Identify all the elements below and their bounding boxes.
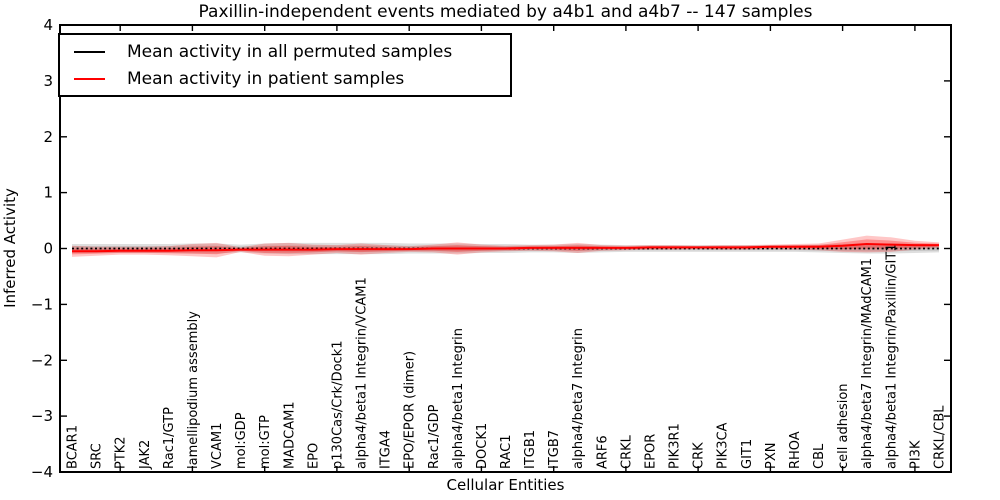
x-tick-label: Rac1/GDP (427, 404, 442, 469)
y-tick-label: 4 (43, 16, 53, 34)
patient-band-inner (72, 239, 939, 255)
x-tick-label: p130Cas/Crk/Dock1 (330, 340, 345, 469)
y-tick-label: −1 (31, 295, 53, 313)
x-tick-label: cell adhesion (836, 383, 851, 469)
x-tick-label: alpha4/beta1 Integrin/Paxillin/GIT1 (884, 243, 899, 469)
y-tick-label: −4 (31, 463, 53, 481)
legend-item-patient: Mean activity in patient samples (60, 69, 510, 89)
x-tick-label: CRKL/CBL (933, 405, 948, 469)
x-tick-label: CBL (812, 443, 827, 469)
x-tick-label: ITGA4 (379, 430, 394, 469)
x-tick-label: lamellipodium assembly (186, 311, 201, 469)
chart-title: Paxillin-independent events mediated by … (198, 2, 813, 22)
x-tick-label: mol:GDP (234, 412, 249, 469)
x-tick-label: SRC (90, 443, 105, 469)
x-tick-label: PIK3R1 (668, 423, 683, 469)
x-tick-label: DOCK1 (475, 423, 490, 469)
x-tick-label: RHOA (788, 431, 803, 469)
y-tick-label: 3 (43, 72, 53, 90)
x-tick-label: alpha4/beta7 Integrin/MAdCAM1 (860, 258, 875, 469)
y-tick-label: 2 (43, 128, 53, 146)
y-tick-label: −2 (31, 351, 53, 369)
legend-item-permuted: Mean activity in all permuted samples (60, 42, 510, 62)
x-tick-label: PIK3CA (716, 422, 731, 469)
x-tick-label: alpha4/beta1 Integrin (451, 328, 466, 469)
x-tick-label: RAC1 (499, 434, 514, 469)
patient-band-outer (72, 235, 939, 258)
black-line-swatch (74, 50, 105, 53)
x-tick-label: mol:GTP (258, 415, 273, 469)
x-tick-label: ITGB1 (523, 430, 538, 469)
patient-mean-line (72, 242, 939, 253)
y-tick-label: −3 (31, 407, 53, 425)
x-tick-label: EPO/EPOR (dimer) (403, 351, 418, 469)
y-tick-label: 1 (43, 184, 53, 202)
x-tick-label: JAK2 (138, 440, 153, 470)
x-tick-label: EPOR (644, 434, 659, 469)
x-tick-label: PTK2 (114, 436, 129, 469)
x-axis-title: Cellular Entities (446, 476, 565, 494)
x-tick-label: alpha4/beta7 Integrin (571, 328, 586, 469)
x-tick-label: PI3K (908, 440, 923, 469)
x-tick-label: alpha4/beta1 Integrin/VCAM1 (355, 277, 370, 469)
x-tick-label: GIT1 (740, 439, 755, 469)
x-tick-label: VCAM1 (210, 423, 225, 469)
x-tick-label: CRKL (619, 434, 634, 469)
x-tick-label: MADCAM1 (282, 401, 297, 469)
legend-label-permuted: Mean activity in all permuted samples (127, 41, 453, 62)
x-tick-label: PXN (764, 443, 779, 469)
x-tick-label: Rac1/GTP (162, 407, 177, 469)
red-line-swatch (74, 77, 105, 80)
x-tick-label: ITGB7 (547, 430, 562, 469)
x-tick-label: CRK (692, 442, 707, 469)
x-tick-label: BCAR1 (66, 425, 81, 469)
legend: Mean activity in all permuted samples Me… (58, 33, 512, 97)
x-tick-label: EPO (306, 443, 321, 469)
y-tick-label: 0 (43, 240, 53, 258)
x-tick-label: ARF6 (595, 435, 610, 469)
legend-label-patient: Mean activity in patient samples (127, 68, 405, 89)
